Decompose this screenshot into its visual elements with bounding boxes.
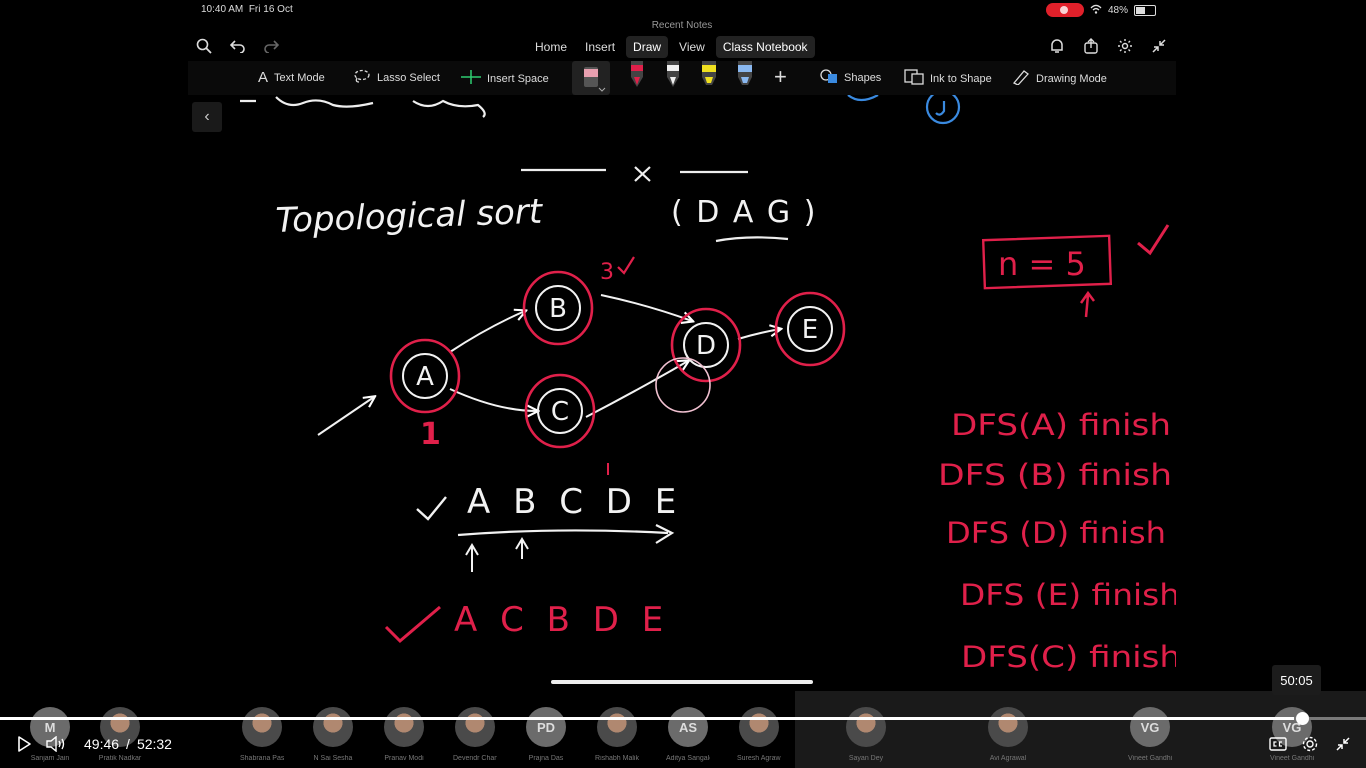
graph-node: B <box>524 272 592 344</box>
cut-off-ink <box>240 95 959 181</box>
time-display: 49:46 / 52:32 <box>84 732 172 756</box>
graph-node-label: D <box>696 331 716 361</box>
exit-fullscreen-icon <box>1336 737 1350 751</box>
ink-to-shape-icon <box>904 69 924 88</box>
seek-bar-knob[interactable] <box>1296 712 1309 725</box>
check-small <box>618 257 634 273</box>
lasso-select-button[interactable]: Lasso Select <box>353 69 440 86</box>
eraser-icon[interactable] <box>582 61 600 87</box>
graph-node-label: B <box>549 294 567 324</box>
volume-button[interactable] <box>44 732 68 756</box>
seek-time-tooltip: 50:05 <box>1272 665 1321 695</box>
search-icon[interactable] <box>194 36 214 56</box>
note-canvas[interactable]: Topological sort ( D A G ) 3 1 n = 5 A B C… <box>188 95 1176 680</box>
label-one: 1 <box>420 417 441 452</box>
n-equals-label: n = 5 <box>998 245 1086 283</box>
time-separator: / <box>126 736 130 752</box>
shared-ipad-screen: 10:40 AM Fri 16 Oct 48% Recent Notes Hom… <box>188 0 1176 691</box>
graph-node-label: E <box>802 315 818 345</box>
volume-icon <box>46 736 66 752</box>
check-order-2 <box>386 607 440 641</box>
wifi-icon <box>1090 4 1102 17</box>
ribbon: Home Insert Draw View Class Notebook <box>188 33 1176 61</box>
seek-bar-played <box>0 717 1294 720</box>
add-pen-icon[interactable]: + <box>774 65 787 89</box>
battery-icon <box>1134 5 1156 16</box>
graph-node-label: A <box>416 362 434 392</box>
gear-icon <box>1301 735 1319 753</box>
lasso-icon <box>353 69 371 86</box>
check-n <box>1138 225 1168 253</box>
red-pen-icon[interactable] <box>628 61 646 87</box>
share-icon[interactable] <box>1081 36 1101 56</box>
ink-to-shape-button[interactable]: Ink to Shape <box>904 69 992 88</box>
tab-view[interactable]: View <box>672 36 712 58</box>
pen-tray: + <box>572 61 812 95</box>
redo-icon[interactable] <box>261 36 281 56</box>
dfs-line: DFS (D) finish <box>946 516 1166 550</box>
shapes-icon <box>820 69 838 86</box>
settings-button[interactable] <box>1298 732 1322 756</box>
player-controls: 49:46 / 52:32 <box>0 728 1366 760</box>
ribbon-tabs: Home Insert Draw View Class Notebook <box>528 36 815 58</box>
undo-icon[interactable] <box>228 36 248 56</box>
white-pen-icon[interactable] <box>664 61 682 87</box>
note-heading: Topological sort <box>275 192 545 241</box>
pen-hand-icon <box>1012 69 1030 88</box>
insert-space-icon <box>461 69 481 88</box>
seek-bar[interactable] <box>0 717 1366 720</box>
dfs-line: DFS(A) finish <box>951 408 1171 442</box>
check-order-1 <box>417 497 446 519</box>
play-button[interactable] <box>12 732 36 756</box>
dfs-list: DFS(A) finish DFS (B) finish DFS (D) finis… <box>938 408 1176 674</box>
text-mode-button[interactable]: A Text Mode <box>258 69 325 86</box>
dfs-line: DFS (B) finish <box>938 458 1172 492</box>
graph-node: A <box>391 340 459 412</box>
duration: 52:32 <box>137 736 172 752</box>
status-bar: 10:40 AM Fri 16 Oct 48% <box>188 0 1176 20</box>
shapes-button[interactable]: Shapes <box>820 69 881 86</box>
order-1: A B C D E <box>467 482 682 522</box>
chevron-down-icon[interactable] <box>598 87 606 93</box>
dag-underline <box>716 237 788 241</box>
captions-icon <box>1269 737 1287 751</box>
dag-label: ( D A G ) <box>671 195 817 230</box>
dfs-line: DFS(C) finish <box>961 640 1176 674</box>
insert-space-button[interactable]: Insert Space <box>461 69 549 88</box>
dfs-line: DFS (E) finish <box>960 578 1176 612</box>
tab-insert[interactable]: Insert <box>578 36 622 58</box>
draw-toolbar: A Text Mode Lasso Select Insert Space + … <box>188 61 1176 95</box>
order-2: A C B D E <box>454 600 669 640</box>
current-time: 49:46 <box>84 736 119 752</box>
settings-gear-icon[interactable] <box>1115 36 1135 56</box>
collapse-icon[interactable] <box>1149 36 1169 56</box>
notebook-title: Recent Notes <box>188 20 1176 31</box>
up-arrows <box>466 539 528 572</box>
order-1-arrow <box>458 525 672 543</box>
blue-highlighter-icon[interactable] <box>736 61 754 87</box>
tab-home[interactable]: Home <box>528 36 574 58</box>
tab-draw[interactable]: Draw <box>626 36 668 58</box>
bell-icon[interactable] <box>1047 36 1067 56</box>
drawing-mode-button[interactable]: Drawing Mode <box>1012 69 1107 88</box>
label-three: 3 <box>600 260 614 285</box>
graph-node: E <box>776 293 844 365</box>
tab-class-notebook[interactable]: Class Notebook <box>716 36 815 58</box>
home-indicator <box>551 680 813 684</box>
play-icon <box>16 736 32 752</box>
battery-percent: 48% <box>1108 5 1128 16</box>
pointer-ring <box>656 358 710 412</box>
recording-indicator <box>1046 3 1084 17</box>
status-time: 10:40 AM Fri 16 Oct <box>201 4 293 15</box>
text-a-icon: A <box>258 69 268 86</box>
arrow-n <box>1081 293 1094 317</box>
yellow-highlighter-icon[interactable] <box>700 61 718 87</box>
graph-node-label: C <box>551 397 569 427</box>
captions-button[interactable] <box>1266 732 1290 756</box>
exit-fullscreen-button[interactable] <box>1331 732 1355 756</box>
